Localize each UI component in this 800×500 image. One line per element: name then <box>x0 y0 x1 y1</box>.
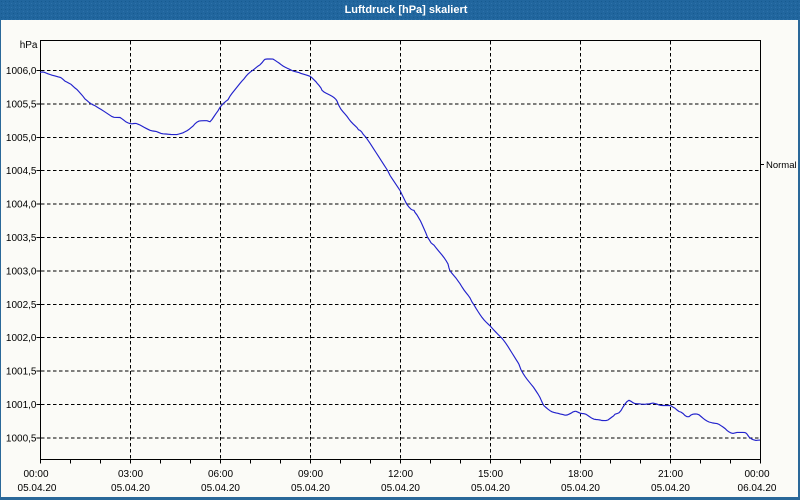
svg-text:03:00: 03:00 <box>118 469 143 480</box>
svg-text:15:00: 15:00 <box>478 469 503 480</box>
svg-text:Normal: Normal <box>766 160 797 171</box>
svg-text:18:00: 18:00 <box>568 469 593 480</box>
svg-text:05.04.20: 05.04.20 <box>111 483 150 494</box>
svg-text:1005,5: 1005,5 <box>6 99 37 110</box>
svg-text:05.04.20: 05.04.20 <box>561 483 600 494</box>
svg-text:00:00: 00:00 <box>23 469 48 480</box>
svg-text:1001,5: 1001,5 <box>6 367 37 378</box>
svg-text:12:00: 12:00 <box>388 469 413 480</box>
svg-text:00:00: 00:00 <box>744 469 769 480</box>
svg-text:hPa: hPa <box>20 40 38 51</box>
svg-text:09:00: 09:00 <box>298 469 323 480</box>
svg-text:1001,0: 1001,0 <box>6 400 37 411</box>
svg-text:21:00: 21:00 <box>658 469 683 480</box>
svg-text:05.04.20: 05.04.20 <box>381 483 420 494</box>
svg-text:06.04.20: 06.04.20 <box>738 483 777 494</box>
svg-text:1004,0: 1004,0 <box>6 200 37 211</box>
svg-text:05.04.20: 05.04.20 <box>471 483 510 494</box>
svg-text:05.04.20: 05.04.20 <box>651 483 690 494</box>
svg-text:05.04.20: 05.04.20 <box>201 483 240 494</box>
svg-text:1006,0: 1006,0 <box>6 66 37 77</box>
svg-text:05.04.20: 05.04.20 <box>291 483 330 494</box>
svg-text:1002,5: 1002,5 <box>6 300 37 311</box>
svg-text:06:00: 06:00 <box>208 469 233 480</box>
svg-text:1000,5: 1000,5 <box>6 433 37 444</box>
svg-text:1004,5: 1004,5 <box>6 166 37 177</box>
svg-text:1003,0: 1003,0 <box>6 266 37 277</box>
svg-text:1003,5: 1003,5 <box>6 233 37 244</box>
svg-text:1002,0: 1002,0 <box>6 333 37 344</box>
svg-text:1005,0: 1005,0 <box>6 133 37 144</box>
svg-text:05.04.20: 05.04.20 <box>18 483 57 494</box>
